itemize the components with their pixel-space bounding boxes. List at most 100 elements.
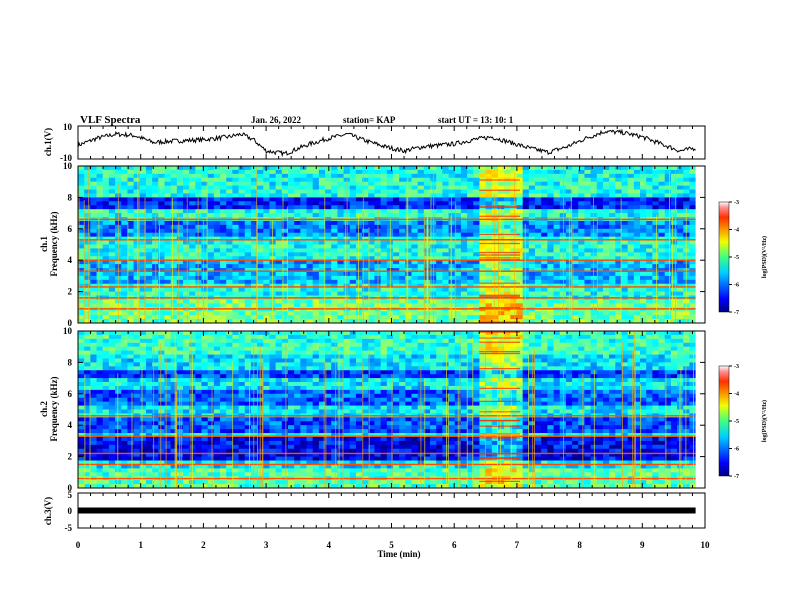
ch1-spectrogram-cell [318, 244, 326, 249]
ch1-spectrogram-cell [263, 271, 270, 277]
ch1-spectrogram-cell [213, 173, 221, 179]
ch1-spectrogram-cell [207, 193, 215, 198]
ch1-spectrogram-cell [547, 232, 554, 238]
ch2-spectrogram-cell [158, 350, 165, 355]
ch1-spectrogram-cell [454, 181, 462, 187]
ch1-spectrogram-cell [652, 275, 659, 281]
ch1-spectrogram-cell [275, 268, 283, 273]
ch1-spectrogram-cell [287, 303, 295, 308]
ch1-spectrogram-cell [182, 201, 190, 206]
ch1-spectrogram-cell [195, 209, 202, 214]
ch1-spectrogram-cell [232, 315, 239, 320]
ch1-spectrogram-cell [182, 173, 190, 179]
ch1-spectrogram-cell [90, 228, 97, 234]
ch1-spectrogram-cell [257, 189, 264, 194]
ch1-spectrogram-cell [325, 268, 332, 273]
ch1-spectrogram-cell [516, 185, 524, 190]
ch1-spectrogram-cell [331, 260, 338, 265]
ch1-spectrogram-cell [609, 209, 616, 214]
ch2-spectrogram-cell [442, 346, 449, 352]
ch1-spectrogram-cell [226, 169, 233, 175]
ch2-spectrogram-cell [578, 334, 585, 340]
ch1-spectrogram-cell [590, 193, 598, 198]
ch2-spectrogram-cell [78, 338, 85, 344]
ch2-spectrogram-cell [189, 334, 196, 340]
ch1-spectrogram-cell [399, 220, 406, 226]
ch1-spectrogram-cell [226, 197, 233, 202]
ch1-spectrogram-cell [182, 275, 190, 281]
ch1-spectrogram-cell [355, 319, 363, 324]
ch1-spectrogram-cell [405, 228, 412, 234]
ch2-spectrogram-cell [479, 342, 487, 348]
ch1-spectrogram-cell [108, 181, 116, 187]
ch1-spectrogram-cell [405, 248, 412, 253]
ch2-spectrogram-cell [380, 354, 388, 359]
ch1-spectrogram-cell [541, 173, 548, 179]
ch1-spectrogram-cell [90, 299, 97, 304]
ch1-spectrogram-cell [559, 205, 567, 210]
ch1-spectrogram-cell [362, 224, 369, 230]
ch2-spectrogram-cell [689, 346, 696, 352]
ch2-spectrogram-cell [331, 350, 338, 355]
ch1-spectrogram-cell [189, 232, 196, 238]
ch1-spectrogram-cell [541, 252, 548, 257]
ch1-spectrogram-cell [392, 236, 400, 241]
ch1-spectrogram-cell [325, 224, 332, 230]
ch1-spectrogram-cell [559, 244, 567, 249]
ch1-spectrogram-cell [627, 169, 635, 175]
ch1-spectrogram-cell [250, 177, 258, 183]
ch2-spectrogram-cell [337, 331, 344, 336]
ch1-spectrogram-cell [207, 275, 215, 281]
ch1-spectrogram-cell [294, 224, 301, 230]
ch1-spectrogram-cell [84, 275, 91, 281]
ch1-spectrogram-cell [189, 169, 196, 175]
ch1-spectrogram-cell [201, 177, 209, 183]
ch1-spectrogram-cell [145, 189, 153, 194]
ch1-spectrogram-cell [139, 173, 147, 179]
ch1-spectrogram-cell [244, 303, 252, 308]
ch1-spectrogram-cell [263, 185, 270, 190]
ch1-spectrogram-cell [405, 236, 412, 241]
ch1-spectrogram-cell [108, 264, 116, 269]
ch1-spectrogram-cell [331, 220, 338, 226]
ch1-spectrogram-cell [528, 173, 536, 179]
ch1-spectrogram-cell [621, 205, 629, 210]
ch1-spectrogram-cell [640, 166, 647, 171]
ch1-spectrogram-cell [170, 279, 178, 285]
ch1-spectrogram-cell [683, 189, 690, 194]
ch1-spectrogram-cell [646, 260, 653, 265]
ch1-spectrogram-cell [232, 252, 239, 257]
ch1-spectrogram-cell [652, 279, 659, 285]
ch1-spectrogram-cell [609, 252, 616, 257]
ch1-spectrogram-cell [528, 264, 536, 269]
ch1-spectrogram-cell [127, 166, 134, 171]
ch2-spectrogram-cell [349, 334, 357, 340]
ch1-spectrogram-cell [121, 224, 128, 230]
ch1-spectrogram-cell [121, 275, 128, 281]
ch1-spectrogram-cell [467, 197, 474, 202]
ch1-spectrogram-cell [152, 256, 159, 261]
ch1-spectrogram-cell [535, 271, 542, 277]
ch1-spectrogram-cell [596, 303, 604, 308]
ch1-spectrogram-cell [553, 236, 561, 241]
ch1-spectrogram-cell [213, 193, 221, 198]
ch1-spectrogram-cell [368, 181, 375, 187]
ch1-spectrogram-cell [677, 287, 684, 293]
ch1-spectrogram-cell [294, 169, 301, 175]
ch1-spectrogram-cell [670, 213, 678, 218]
ch1-spectrogram-cell [640, 228, 647, 234]
ch1-spectrogram-cell [84, 181, 91, 187]
ch1-spectrogram-cell [510, 268, 517, 273]
ch1-spectrogram-cell [584, 291, 592, 296]
ch1-spectrogram-cell [250, 201, 258, 206]
ch2-spectrogram-cell [318, 338, 326, 344]
ch1-spectrogram-cell [96, 264, 104, 269]
ch2-spectrogram-cell [664, 334, 672, 340]
ch1-spectrogram-cell [182, 213, 190, 218]
ch1-spectrogram-cell [553, 315, 561, 320]
ch1-spectrogram-cell [127, 240, 134, 245]
ch1-spectrogram-cell [442, 248, 449, 253]
ch1-spectrogram-cell [195, 205, 202, 210]
ch1-spectrogram-cell [670, 205, 678, 210]
ch2-spectrogram-cell [201, 354, 209, 359]
